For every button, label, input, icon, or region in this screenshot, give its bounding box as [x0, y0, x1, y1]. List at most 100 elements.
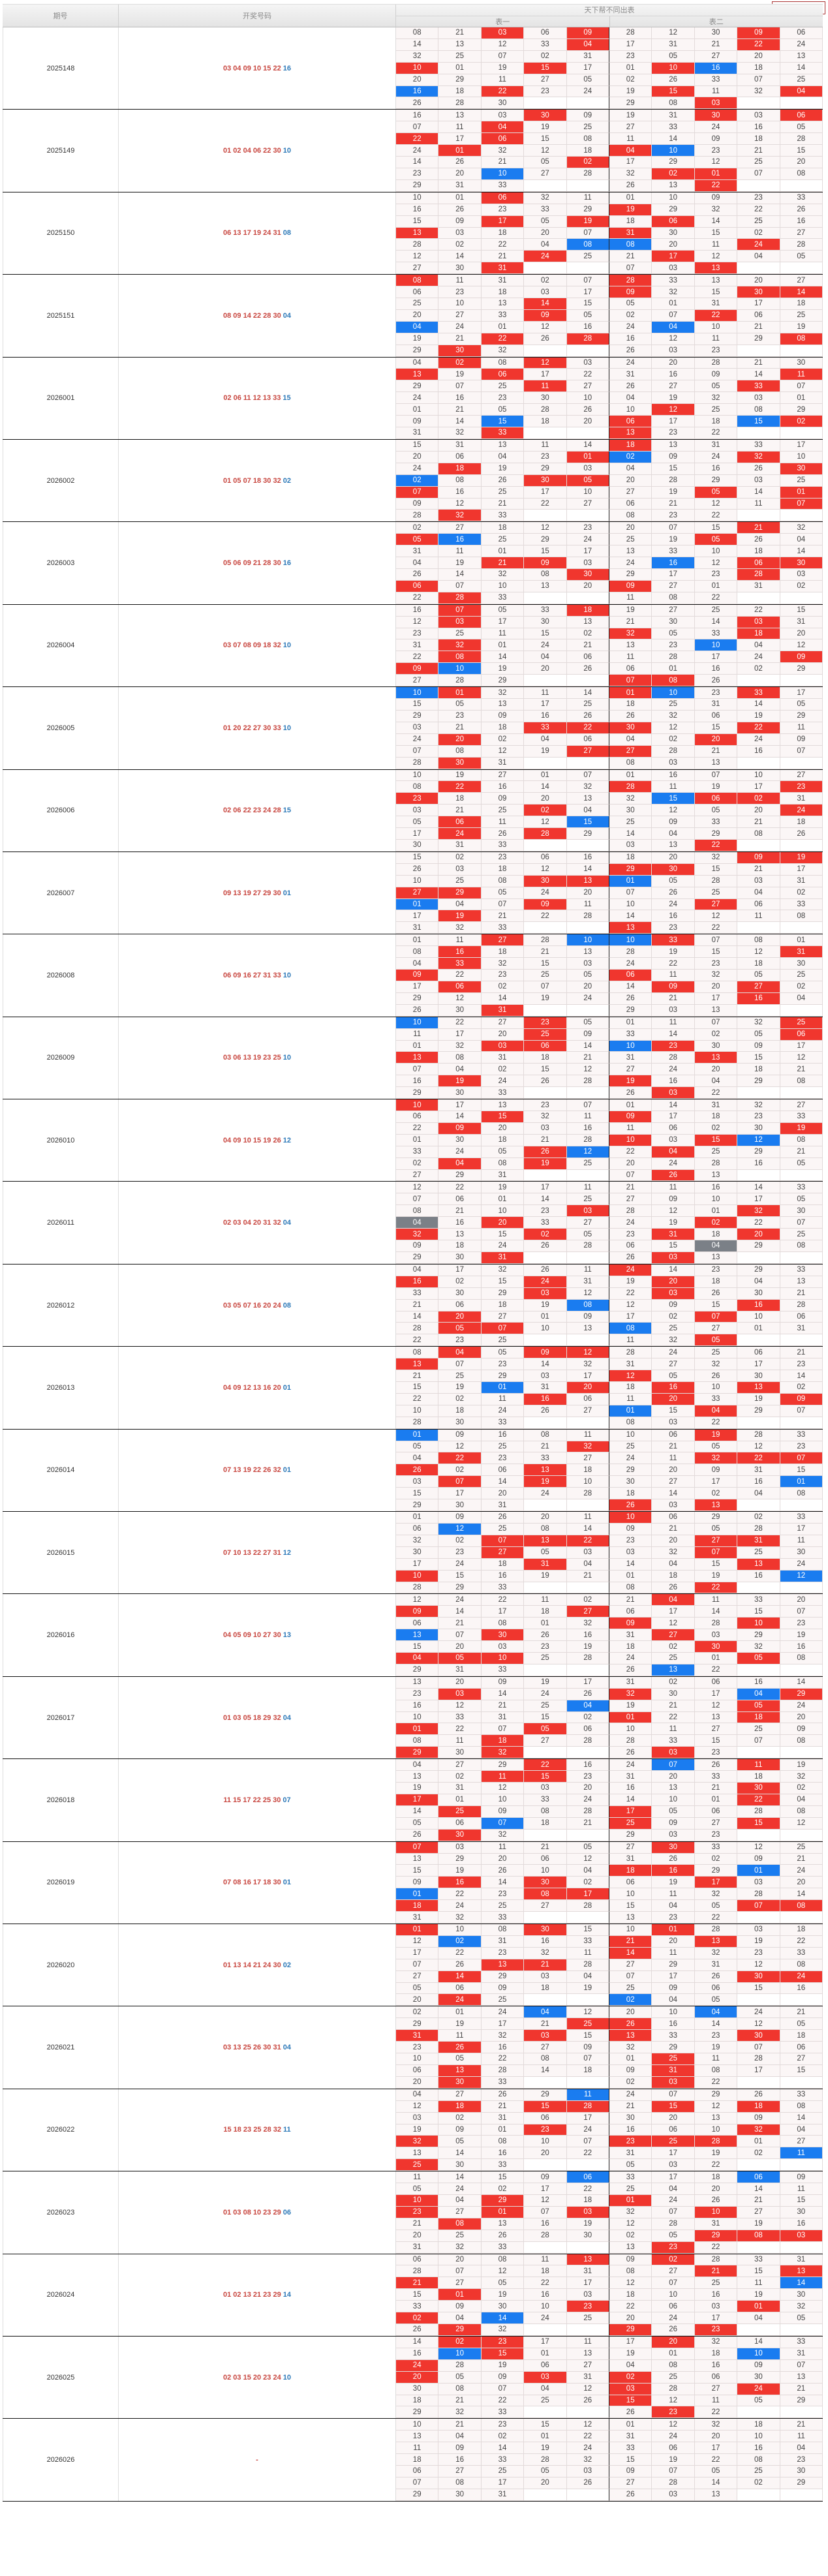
table2-cell: 05 [780, 2018, 823, 2031]
table1-cell: 25 [396, 298, 439, 310]
table1-cell: 27 [524, 1735, 567, 1747]
table1-cell: 32 [438, 427, 482, 439]
special-hit-cell: 06 [566, 2171, 609, 2184]
table2-cell: 14 [694, 215, 738, 228]
table1-cell: 26 [524, 1240, 567, 1252]
number-grid: 10 17 13 23 07 01 14 31 32 27 06 14 15 32 11 09 17 18 23 33… [396, 1099, 823, 1182]
table2-cell: 32 [694, 392, 738, 405]
hit-cell: 19 [438, 910, 482, 923]
table1-cell: 27 [481, 1311, 525, 1323]
table1-cell: 23 [481, 1358, 525, 1371]
table2-cell: 07 [694, 1017, 738, 1029]
table2-cell: 17 [652, 2147, 695, 2160]
table1-cell: 22 [524, 910, 567, 923]
table1-cell: 30 [438, 2489, 482, 2501]
table2-cell: 02 [780, 580, 823, 592]
table2-cell: 29 [609, 97, 652, 110]
hit-cell: 18 [737, 2100, 780, 2113]
hit-cell: 07 [396, 486, 439, 498]
hit-cell: 20 [438, 733, 482, 746]
hit-cell: 01 [438, 687, 482, 699]
table1-cell: 31 [438, 839, 482, 851]
hit-cell: 05 [438, 1652, 482, 1664]
table1-cell: 15 [566, 1924, 609, 1936]
table2-cell: 14 [737, 1182, 780, 1194]
table2-cell: 27 [780, 769, 823, 782]
table2-cell: 32 [609, 2042, 652, 2054]
period-row: 2026019 07 08 16 17 18 30 01 07 03 11 21 05 27 30… [3, 1841, 823, 1924]
table2-cell: 20 [652, 851, 695, 864]
hit-cell: 07 [694, 1311, 738, 1323]
hit-cell: 02 [609, 2371, 652, 2384]
table1-cell: 12 [396, 2100, 439, 2113]
table1-cell: 20 [396, 74, 439, 86]
hit-cell: 11 [481, 1771, 525, 1783]
table2-cell: 12 [780, 1052, 823, 1064]
number-grid: 04 17 32 26 11 24 14 23 29 33 16 02 15 24 31 19 20 18 04 13… [396, 1264, 823, 1347]
table2-cell: 32 [609, 793, 652, 805]
table2-cell: 02 [609, 74, 652, 86]
table1-cell: 05 [481, 604, 525, 617]
table2-cell: 12 [780, 639, 823, 652]
table1-cell: 16 [566, 1759, 609, 1771]
hit-cell: 04 [609, 145, 652, 157]
number-grid: 12 22 19 17 11 21 11 16 14 33 07 06 01 14 25 27 09 10 17 05… [396, 1182, 823, 1264]
table1-cell: 13 [396, 2430, 439, 2443]
table2-cell: 02 [652, 1676, 695, 1689]
table1-cell: 20 [481, 1853, 525, 1865]
special-hit-cell: 16 [396, 85, 439, 98]
table1-cell: 32 [438, 2241, 482, 2254]
table2-cell: 12 [652, 722, 695, 734]
table1-cell: 29 [396, 179, 439, 192]
table1-cell: 16 [438, 392, 482, 405]
table2-cell: 28 [780, 239, 823, 251]
empty-cell [737, 97, 780, 110]
table2-cell: 26 [694, 1370, 738, 1382]
table2-cell: 21 [737, 2194, 780, 2207]
table2-cell: 11 [780, 722, 823, 734]
empty-cell [780, 2489, 823, 2501]
table1-cell: 33 [481, 922, 525, 934]
hit-cell: 11 [780, 369, 823, 381]
table1-cell: 03 [481, 1641, 525, 1653]
table1-cell: 26 [566, 710, 609, 722]
table2-cell: 21 [737, 816, 780, 829]
table1-cell: 30 [396, 839, 439, 851]
hit-cell: 09 [780, 651, 823, 664]
table1-cell: 32 [438, 2406, 482, 2419]
hit-cell: 01 [438, 2289, 482, 2301]
table1-cell: 14 [438, 2147, 482, 2160]
table2-cell: 13 [694, 275, 738, 287]
table1-cell: 15 [481, 2171, 525, 2184]
table1-cell: 24 [438, 1146, 482, 1158]
hit-cell: 13 [524, 1464, 567, 1477]
hit-cell: 05 [694, 534, 738, 546]
table1-cell: 25 [566, 121, 609, 134]
hit-cell: 32 [694, 1452, 738, 1465]
table1-cell: 31 [566, 50, 609, 63]
table1-cell: 04 [438, 2194, 482, 2207]
empty-cell [524, 97, 567, 110]
table1-cell: 32 [481, 145, 525, 157]
hit-cell: 16 [652, 1381, 695, 1394]
regular-numbers: 01 03 08 10 23 29 [223, 2208, 281, 2216]
hit-cell: 33 [481, 427, 525, 439]
table2-cell: 28 [737, 1888, 780, 1901]
table1-cell: 25 [481, 805, 525, 817]
table1-cell: 03 [524, 1970, 567, 1983]
table1-cell: 29 [396, 1499, 439, 1512]
table2-cell: 27 [780, 1099, 823, 1111]
table2-cell: 12 [652, 1618, 695, 1630]
table1-cell: 17 [566, 2277, 609, 2290]
table2-cell: 30 [737, 1122, 780, 1135]
table2-cell: 07 [780, 1217, 823, 1229]
regular-numbers: 04 09 10 15 19 26 [223, 1136, 281, 1144]
hit-cell: 17 [609, 1805, 652, 1818]
table1-cell: 05 [396, 1982, 439, 1995]
table1-cell: 15 [524, 133, 567, 146]
table1-cell: 14 [396, 157, 439, 168]
table1-cell: 06 [438, 1982, 482, 1995]
table1-cell: 22 [438, 1017, 482, 1029]
table2-cell: 15 [694, 863, 738, 876]
table2-cell: 15 [652, 463, 695, 475]
